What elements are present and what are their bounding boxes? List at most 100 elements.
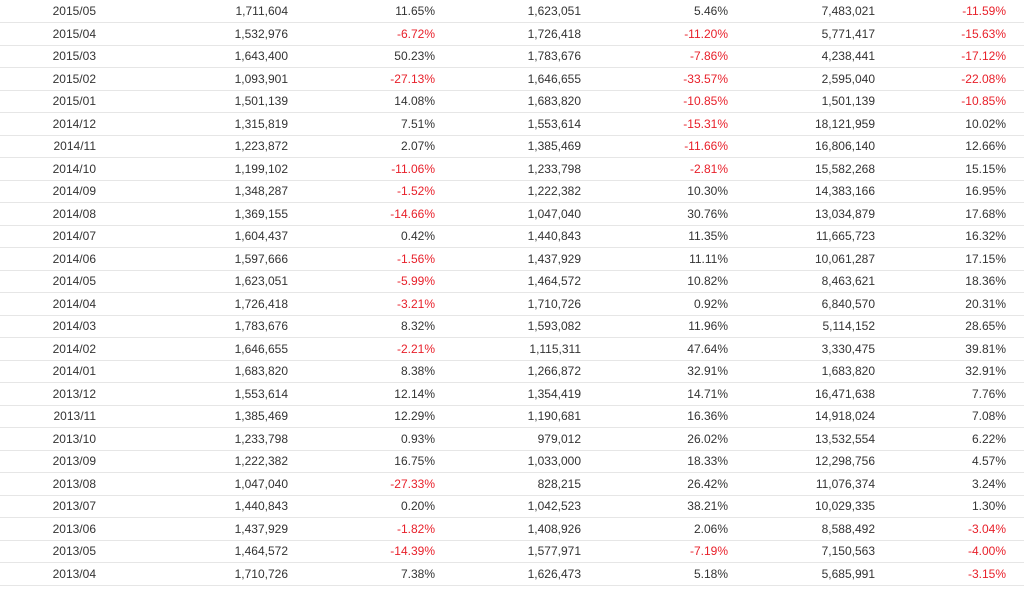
cumulative-cell: 4,238,441 bbox=[728, 45, 875, 68]
row-padding bbox=[1006, 180, 1024, 203]
cumulative-change-cell: 4.57% bbox=[875, 450, 1006, 473]
change-2-cell: 2.06% bbox=[581, 517, 728, 541]
cumulative-change-cell: 17.68% bbox=[875, 202, 1006, 226]
value-1-cell: 1,553,614 bbox=[96, 382, 288, 406]
change-2-cell: 32.91% bbox=[581, 360, 728, 383]
row-padding bbox=[1006, 450, 1024, 473]
table-row: 2013/07 1,440,843 0.20% 1,042,523 38.21% 10,0… bbox=[0, 495, 1024, 518]
cumulative-change-cell: -22.08% bbox=[875, 67, 1006, 91]
table-row: 2014/07 1,604,437 0.42% 1,440,843 11.35% 11,6… bbox=[0, 225, 1024, 248]
cumulative-change-cell: 17.15% bbox=[875, 247, 1006, 271]
value-1-cell: 1,597,666 bbox=[96, 247, 288, 271]
month-cell: 2015/03 bbox=[0, 45, 96, 68]
month-cell: 2013/12 bbox=[0, 382, 96, 406]
change-1-cell: 16.75% bbox=[288, 450, 435, 473]
change-2-cell: 38.21% bbox=[581, 495, 728, 518]
table-row: 2014/04 1,726,418 -3.21% 1,710,726 0.92% 6,84… bbox=[0, 292, 1024, 316]
row-padding bbox=[1006, 22, 1024, 46]
table-row: 2014/06 1,597,666 -1.56% 1,437,929 11.11% 10,… bbox=[0, 247, 1024, 271]
value-2-cell: 1,354,419 bbox=[435, 382, 581, 406]
row-padding bbox=[1006, 337, 1024, 361]
change-1-cell: -27.33% bbox=[288, 472, 435, 496]
value-2-cell: 828,215 bbox=[435, 472, 581, 496]
change-1-cell: -2.21% bbox=[288, 337, 435, 361]
change-2-cell: 0.92% bbox=[581, 292, 728, 316]
value-1-cell: 1,501,139 bbox=[96, 90, 288, 113]
cumulative-cell: 1,683,820 bbox=[728, 360, 875, 383]
cumulative-change-cell: -3.04% bbox=[875, 517, 1006, 541]
cumulative-change-cell: 28.65% bbox=[875, 315, 1006, 338]
month-cell: 2014/08 bbox=[0, 202, 96, 226]
change-1-cell: -1.52% bbox=[288, 180, 435, 203]
month-cell: 2013/10 bbox=[0, 427, 96, 451]
change-1-cell: -1.56% bbox=[288, 247, 435, 271]
value-2-cell: 1,623,051 bbox=[435, 0, 581, 23]
month-cell: 2014/01 bbox=[0, 360, 96, 383]
month-cell: 2014/12 bbox=[0, 112, 96, 136]
change-2-cell: 10.30% bbox=[581, 180, 728, 203]
value-2-cell: 1,042,523 bbox=[435, 495, 581, 518]
value-2-cell: 1,593,082 bbox=[435, 315, 581, 338]
cumulative-change-cell: 3.24% bbox=[875, 472, 1006, 496]
table-row: 2014/09 1,348,287 -1.52% 1,222,382 10.30% 14,… bbox=[0, 180, 1024, 203]
change-1-cell: -27.13% bbox=[288, 67, 435, 91]
value-1-cell: 1,710,726 bbox=[96, 562, 288, 586]
change-2-cell: 10.82% bbox=[581, 270, 728, 293]
month-cell: 2014/03 bbox=[0, 315, 96, 338]
cumulative-cell: 5,771,417 bbox=[728, 22, 875, 46]
change-2-cell: -7.19% bbox=[581, 540, 728, 563]
value-1-cell: 1,440,843 bbox=[96, 495, 288, 518]
row-padding bbox=[1006, 112, 1024, 136]
value-1-cell: 1,464,572 bbox=[96, 540, 288, 563]
value-2-cell: 1,464,572 bbox=[435, 270, 581, 293]
month-cell: 2014/05 bbox=[0, 270, 96, 293]
change-1-cell: 0.93% bbox=[288, 427, 435, 451]
row-padding bbox=[1006, 90, 1024, 113]
value-2-cell: 1,577,971 bbox=[435, 540, 581, 563]
row-padding bbox=[1006, 45, 1024, 68]
table-row: 2014/08 1,369,155 -14.66% 1,047,040 30.76% 13… bbox=[0, 202, 1024, 226]
cumulative-change-cell: 16.95% bbox=[875, 180, 1006, 203]
value-2-cell: 1,683,820 bbox=[435, 90, 581, 113]
month-cell: 2013/07 bbox=[0, 495, 96, 518]
change-2-cell: -7.86% bbox=[581, 45, 728, 68]
value-2-cell: 1,646,655 bbox=[435, 67, 581, 91]
value-1-cell: 1,385,469 bbox=[96, 405, 288, 428]
change-1-cell: 12.14% bbox=[288, 382, 435, 406]
row-padding bbox=[1006, 517, 1024, 541]
change-1-cell: 14.08% bbox=[288, 90, 435, 113]
cumulative-cell: 11,076,374 bbox=[728, 472, 875, 496]
change-2-cell: 11.11% bbox=[581, 247, 728, 271]
value-1-cell: 1,711,604 bbox=[96, 0, 288, 23]
change-2-cell: 11.35% bbox=[581, 225, 728, 248]
table-row: 2014/05 1,623,051 -5.99% 1,464,572 10.82% 8,4… bbox=[0, 270, 1024, 293]
cumulative-cell: 14,918,024 bbox=[728, 405, 875, 428]
cumulative-cell: 13,034,879 bbox=[728, 202, 875, 226]
table-row: 2014/12 1,315,819 7.51% 1,553,614 -15.31% 18,… bbox=[0, 112, 1024, 136]
table-row: 2015/04 1,532,976 -6.72% 1,726,418 -11.20% 5,… bbox=[0, 22, 1024, 46]
value-2-cell: 1,385,469 bbox=[435, 135, 581, 158]
cumulative-change-cell: 7.76% bbox=[875, 382, 1006, 406]
value-2-cell: 1,190,681 bbox=[435, 405, 581, 428]
value-2-cell: 1,553,614 bbox=[435, 112, 581, 136]
table-row: 2013/10 1,233,798 0.93% 979,012 26.02% 13,532… bbox=[0, 427, 1024, 451]
value-1-cell: 1,093,901 bbox=[96, 67, 288, 91]
cumulative-change-cell: -10.85% bbox=[875, 90, 1006, 113]
value-2-cell: 1,222,382 bbox=[435, 180, 581, 203]
value-2-cell: 1,233,798 bbox=[435, 157, 581, 181]
value-2-cell: 1,266,872 bbox=[435, 360, 581, 383]
table-row: 2015/05 1,711,604 11.65% 1,623,051 5.46% 7,48… bbox=[0, 0, 1024, 23]
cumulative-cell: 13,532,554 bbox=[728, 427, 875, 451]
row-padding bbox=[1006, 495, 1024, 518]
table-row: 2013/05 1,464,572 -14.39% 1,577,971 -7.19% 7,… bbox=[0, 540, 1024, 563]
cumulative-cell: 6,840,570 bbox=[728, 292, 875, 316]
month-cell: 2013/09 bbox=[0, 450, 96, 473]
change-1-cell: -11.06% bbox=[288, 157, 435, 181]
row-padding bbox=[1006, 0, 1024, 23]
cumulative-cell: 8,463,621 bbox=[728, 270, 875, 293]
cumulative-cell: 16,471,638 bbox=[728, 382, 875, 406]
table-row: 2014/02 1,646,655 -2.21% 1,115,311 47.64% 3,3… bbox=[0, 337, 1024, 361]
cumulative-change-cell: 32.91% bbox=[875, 360, 1006, 383]
month-cell: 2014/02 bbox=[0, 337, 96, 361]
change-2-cell: -33.57% bbox=[581, 67, 728, 91]
